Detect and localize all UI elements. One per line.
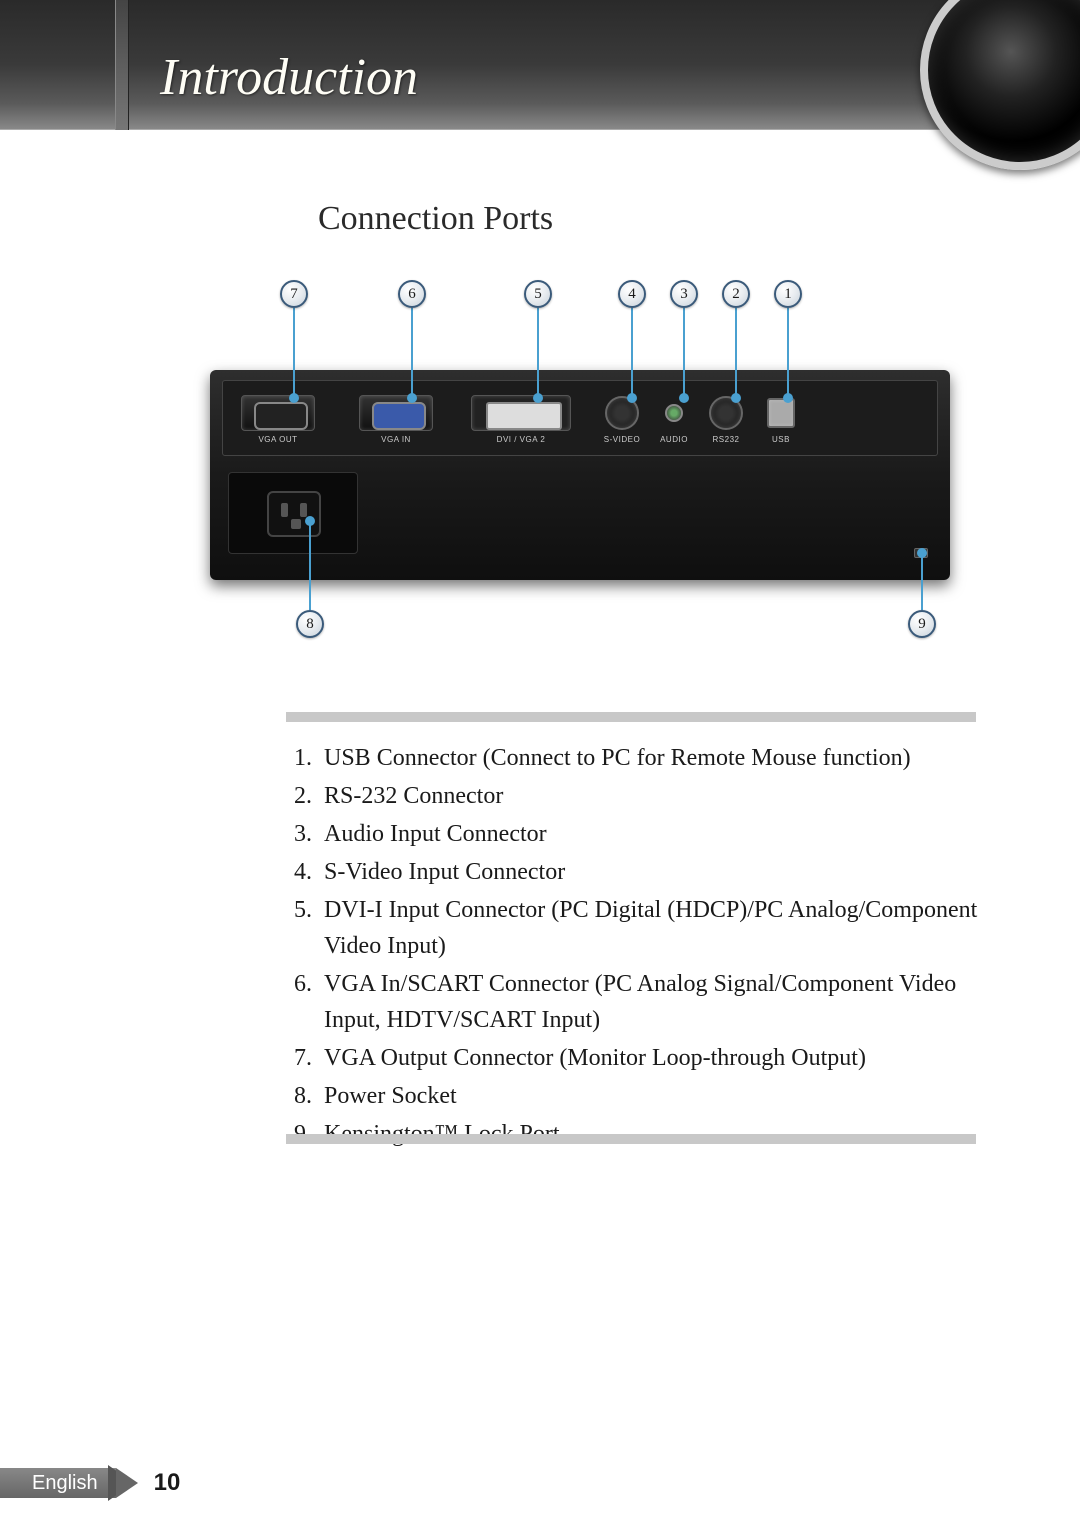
leader-line <box>293 308 295 396</box>
legend-item-number: 2. <box>286 778 324 814</box>
port-strip: VGA OUT VGA IN DVI / VGA 2 S-VIDEO AUDIO… <box>222 380 938 456</box>
legend-item: 6.VGA In/SCART Connector (PC Analog Sign… <box>286 966 986 1038</box>
header-band: Introduction <box>0 0 1080 130</box>
power-recess <box>228 472 358 554</box>
callout-2: 2 <box>722 280 750 308</box>
port-label-rs232: RS232 <box>705 435 747 444</box>
leader-dot <box>627 393 637 403</box>
leader-dot <box>289 393 299 403</box>
leader-dot <box>679 393 689 403</box>
port-power-socket <box>267 491 321 537</box>
port-vga-out <box>241 395 315 431</box>
leader-line <box>921 552 923 610</box>
connection-ports-diagram: 7 6 5 4321 VGA OUT VGA IN DVI / VGA 2 S-VID… <box>210 280 950 660</box>
leader-line <box>787 308 789 396</box>
legend-item-number: 8. <box>286 1078 324 1114</box>
leader-dot <box>783 393 793 403</box>
port-label-vga-in: VGA IN <box>373 435 419 444</box>
leader-line <box>683 308 685 396</box>
port-dvi <box>471 395 571 431</box>
divider-top <box>286 712 976 722</box>
legend-item-text: S-Video Input Connector <box>324 854 986 890</box>
leader-line <box>631 308 633 396</box>
port-label-svideo: S-VIDEO <box>599 435 645 444</box>
legend-item: 8.Power Socket <box>286 1078 986 1114</box>
legend-item-text: Power Socket <box>324 1078 986 1114</box>
callout-6: 6 <box>398 280 426 308</box>
chapter-title: Introduction <box>160 48 418 107</box>
legend-item-text: RS-232 Connector <box>324 778 986 814</box>
legend-item: 2.RS-232 Connector <box>286 778 986 814</box>
leader-dot <box>731 393 741 403</box>
legend-item-number: 3. <box>286 816 324 852</box>
legend-item-number: 4. <box>286 854 324 890</box>
port-label-usb: USB <box>763 435 799 444</box>
port-label-dvi: DVI / VGA 2 <box>487 435 555 444</box>
port-label-audio: AUDIO <box>653 435 695 444</box>
callout-7: 7 <box>280 280 308 308</box>
legend-item-number: 7. <box>286 1040 324 1076</box>
legend-item: 7.VGA Output Connector (Monitor Loop-thr… <box>286 1040 986 1076</box>
callout-3: 3 <box>670 280 698 308</box>
leader-line <box>309 520 311 610</box>
leader-dot <box>407 393 417 403</box>
legend-item-number: 5. <box>286 892 324 964</box>
port-legend-list: 1.USB Connector (Connect to PC for Remot… <box>286 740 986 1154</box>
page-number: 10 <box>154 1469 181 1497</box>
projector-rear-panel: VGA OUT VGA IN DVI / VGA 2 S-VIDEO AUDIO… <box>210 370 950 580</box>
footer-language-tab: English <box>0 1468 116 1498</box>
legend-item-text: VGA Output Connector (Monitor Loop-throu… <box>324 1040 986 1076</box>
legend-item-text: VGA In/SCART Connector (PC Analog Signal… <box>324 966 986 1038</box>
callout-4: 4 <box>618 280 646 308</box>
port-usb <box>767 398 795 428</box>
leader-line <box>735 308 737 396</box>
legend-item: 3.Audio Input Connector <box>286 816 986 852</box>
callout-8: 8 <box>296 610 324 638</box>
legend-item-text: Audio Input Connector <box>324 816 986 852</box>
callout-9: 9 <box>908 610 936 638</box>
legend-item-number: 1. <box>286 740 324 776</box>
legend-item-number: 6. <box>286 966 324 1038</box>
section-title: Connection Ports <box>318 200 553 238</box>
divider-bottom <box>286 1134 976 1144</box>
legend-item: 1.USB Connector (Connect to PC for Remot… <box>286 740 986 776</box>
leader-line <box>537 308 539 396</box>
footer-language: English <box>32 1472 98 1495</box>
leader-dot <box>533 393 543 403</box>
leader-line <box>411 308 413 396</box>
legend-item: 4.S-Video Input Connector <box>286 854 986 890</box>
port-label-vga-out: VGA OUT <box>251 435 305 444</box>
callout-5: 5 <box>524 280 552 308</box>
leader-dot <box>917 548 927 558</box>
legend-item-text: USB Connector (Connect to PC for Remote … <box>324 740 986 776</box>
page-footer: English 10 <box>0 1466 180 1500</box>
lens-decoration <box>920 0 1080 170</box>
header-accent-bar <box>115 0 129 130</box>
port-audio <box>665 404 683 422</box>
legend-item-text: DVI-I Input Connector (PC Digital (HDCP)… <box>324 892 986 964</box>
legend-item: 5.DVI-I Input Connector (PC Digital (HDC… <box>286 892 986 964</box>
port-vga-in <box>359 395 433 431</box>
callout-1: 1 <box>774 280 802 308</box>
leader-dot <box>305 516 315 526</box>
